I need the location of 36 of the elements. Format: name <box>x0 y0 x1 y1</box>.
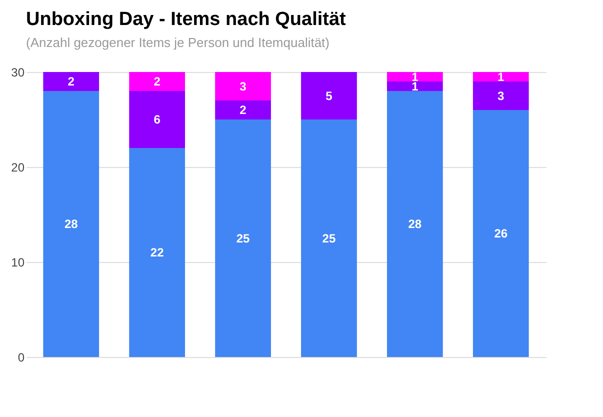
data-label: 3 <box>240 79 247 94</box>
data-label: 25 <box>322 231 336 246</box>
bar <box>215 100 271 120</box>
data-label: 2 <box>68 74 75 88</box>
chart-subtitle: (Anzahl gezogener Items je Person und Itemqualität) <box>26 35 330 50</box>
bar <box>129 72 186 91</box>
bar <box>43 91 100 357</box>
data-label: 26 <box>494 226 508 240</box>
data-label: 3 <box>498 88 505 103</box>
chart-title: Unboxing Day - Items nach Qualität <box>26 9 347 30</box>
y-tick-label: 10 <box>11 256 25 270</box>
data-label: 28 <box>408 217 422 231</box>
y-tick-label: 0 <box>18 350 25 364</box>
bar <box>43 72 100 91</box>
y-tick-label: 30 <box>11 66 25 80</box>
data-label: 28 <box>64 217 78 231</box>
bar <box>215 72 271 100</box>
data-label: 6 <box>154 112 161 126</box>
bar <box>472 72 529 82</box>
bar <box>386 82 443 91</box>
data-label: 22 <box>150 246 164 260</box>
bar <box>215 120 271 357</box>
y-tick-label: 20 <box>11 160 25 174</box>
data-label: 5 <box>326 88 333 103</box>
bar <box>472 110 529 357</box>
data-label: 2 <box>240 103 247 117</box>
bar <box>386 72 443 82</box>
bar <box>129 91 186 148</box>
bar <box>301 120 357 357</box>
data-label: 2 <box>154 74 161 88</box>
data-label: 1 <box>498 70 505 84</box>
data-label: 25 <box>236 231 250 246</box>
bar <box>386 91 443 357</box>
bar <box>301 72 357 120</box>
bar <box>129 148 186 357</box>
bar <box>472 82 529 110</box>
